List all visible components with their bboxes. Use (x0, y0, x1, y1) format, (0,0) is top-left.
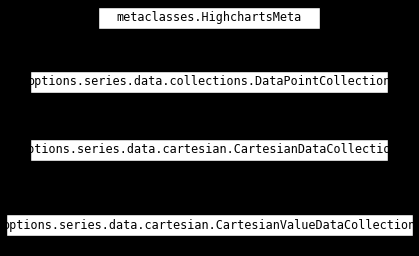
FancyBboxPatch shape (98, 7, 320, 29)
Text: options.series.data.collections.DataPointCollection: options.series.data.collections.DataPoin… (27, 76, 391, 89)
Text: metaclasses.HighchartsMeta: metaclasses.HighchartsMeta (116, 12, 302, 25)
FancyBboxPatch shape (30, 139, 388, 161)
Text: options.series.data.cartesian.CartesianValueDataCollection: options.series.data.cartesian.CartesianV… (3, 219, 416, 231)
FancyBboxPatch shape (30, 71, 388, 93)
FancyBboxPatch shape (5, 214, 412, 236)
Text: options.series.data.cartesian.CartesianDataCollection: options.series.data.cartesian.CartesianD… (20, 144, 398, 156)
